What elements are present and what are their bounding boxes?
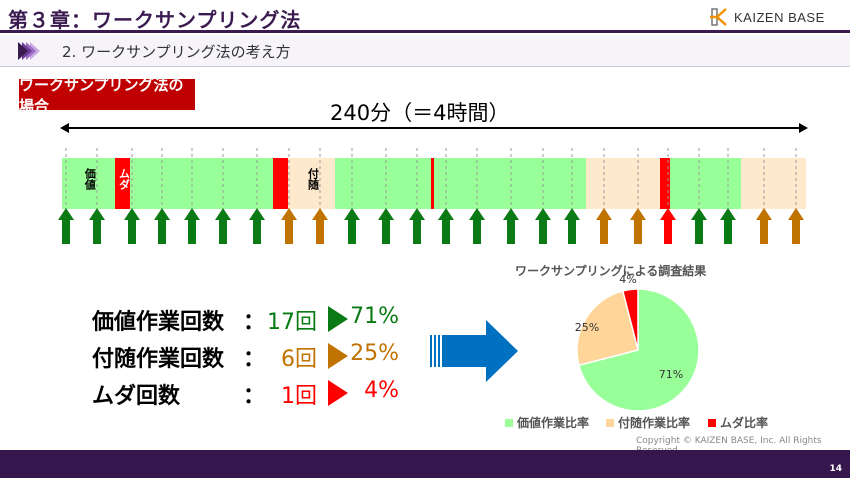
legend-swatch bbox=[708, 418, 716, 427]
sample-arrow-value bbox=[184, 208, 200, 244]
footer-bar bbox=[0, 450, 850, 478]
sample-arrow-incidental bbox=[596, 208, 612, 244]
sample-arrow-incidental bbox=[756, 208, 772, 244]
stat-colon: ： bbox=[243, 347, 266, 372]
segment-value bbox=[62, 158, 115, 209]
chapter-title: 第３章：ワークサンプリング法 bbox=[8, 8, 302, 32]
segment-incidental bbox=[288, 158, 335, 209]
sample-arrow-value bbox=[564, 208, 580, 244]
sample-arrow-incidental bbox=[630, 208, 646, 244]
segment-label: 価値 bbox=[83, 168, 97, 190]
sample-arrow-value bbox=[409, 208, 425, 244]
stat-count: 6回 bbox=[281, 347, 317, 372]
kaizen-logo-icon bbox=[710, 8, 727, 26]
sample-arrow-incidental bbox=[788, 208, 804, 244]
logo-text: KAIZEN BASE bbox=[734, 9, 825, 25]
duration-arrow bbox=[60, 123, 808, 133]
legend-label: 付随作業比率 bbox=[618, 416, 691, 430]
section-subtitle: 2. ワークサンプリング法の考え方 bbox=[62, 43, 291, 61]
triangle-arrow-icon bbox=[328, 343, 348, 369]
segment-value bbox=[669, 158, 741, 209]
legend-label: 価値作業比率 bbox=[517, 416, 590, 430]
stat-percent: 71% bbox=[350, 304, 399, 329]
stat-label: 価値作業回数 bbox=[92, 310, 225, 335]
legend-swatch bbox=[606, 418, 614, 427]
sample-arrow-value bbox=[438, 208, 454, 244]
sample-arrow-value bbox=[124, 208, 140, 244]
pie-label: 25% bbox=[575, 321, 599, 334]
sample-arrow-value bbox=[58, 208, 74, 244]
segment-waste bbox=[660, 158, 670, 209]
sample-arrow-value bbox=[344, 208, 360, 244]
segment-incidental bbox=[585, 158, 661, 209]
legend-item: 付随作業比率 bbox=[606, 414, 690, 431]
stat-percent: 4% bbox=[364, 378, 399, 403]
stat-count: 1回 bbox=[281, 384, 317, 409]
stat-percent: 25% bbox=[350, 341, 399, 366]
legend-item: 価値作業比率 bbox=[505, 414, 589, 431]
stat-label: 付随作業回数 bbox=[92, 347, 225, 372]
stat-label: ムダ回数 bbox=[92, 384, 181, 409]
triangle-arrow-icon bbox=[328, 380, 348, 406]
sample-arrow-value bbox=[89, 208, 105, 244]
sample-arrow-value bbox=[469, 208, 485, 244]
segment-waste bbox=[430, 158, 434, 209]
triangle-arrow-icon bbox=[328, 306, 348, 332]
sample-arrow-value bbox=[378, 208, 394, 244]
legend-label: ムダ比率 bbox=[720, 416, 769, 430]
logo: KAIZEN BASE bbox=[708, 6, 825, 28]
sample-arrow-value bbox=[503, 208, 519, 244]
sample-arrow-value bbox=[720, 208, 736, 244]
stat-count: 17回 bbox=[267, 310, 317, 335]
segment-waste bbox=[272, 158, 289, 209]
pie-chart: 71% 25% 4% bbox=[575, 275, 700, 412]
segment-value bbox=[130, 158, 273, 209]
sample-arrow-value bbox=[154, 208, 170, 244]
pie-label: 4% bbox=[619, 275, 636, 286]
sample-arrow-value bbox=[691, 208, 707, 244]
segment-label: ムダ bbox=[117, 168, 131, 190]
sample-arrow-waste bbox=[660, 208, 676, 244]
method-tag: ワークサンプリング法の場合 bbox=[19, 76, 195, 115]
pie-slice bbox=[621, 288, 639, 351]
sample-arrow-value bbox=[215, 208, 231, 244]
sample-arrow-incidental bbox=[312, 208, 328, 244]
segment-value bbox=[434, 158, 586, 209]
header-divider bbox=[0, 30, 850, 33]
legend-item: ムダ比率 bbox=[708, 414, 768, 431]
chart-title: ワークサンプリングによる調査結果 bbox=[515, 264, 707, 278]
section-bar bbox=[0, 35, 850, 67]
pie-slice bbox=[576, 290, 639, 367]
pie-slice bbox=[578, 288, 700, 412]
sample-arrow-value bbox=[249, 208, 265, 244]
sample-arrows bbox=[58, 148, 804, 244]
legend-swatch bbox=[505, 418, 513, 427]
stat-colon: ： bbox=[243, 384, 266, 409]
segment-incidental bbox=[740, 158, 806, 209]
segment-label: 付随 bbox=[306, 168, 320, 190]
page-number: 14 bbox=[829, 464, 842, 474]
sample-arrow-value bbox=[535, 208, 551, 244]
stat-colon: ： bbox=[243, 310, 266, 335]
duration-label: 240分（＝4時間） bbox=[330, 101, 510, 125]
sample-arrow-incidental bbox=[281, 208, 297, 244]
result-arrow-icon bbox=[430, 320, 518, 382]
segment-waste bbox=[114, 158, 131, 209]
segment-value bbox=[334, 158, 431, 209]
pie-label: 71% bbox=[659, 368, 683, 381]
chevrons-icon bbox=[18, 42, 40, 60]
